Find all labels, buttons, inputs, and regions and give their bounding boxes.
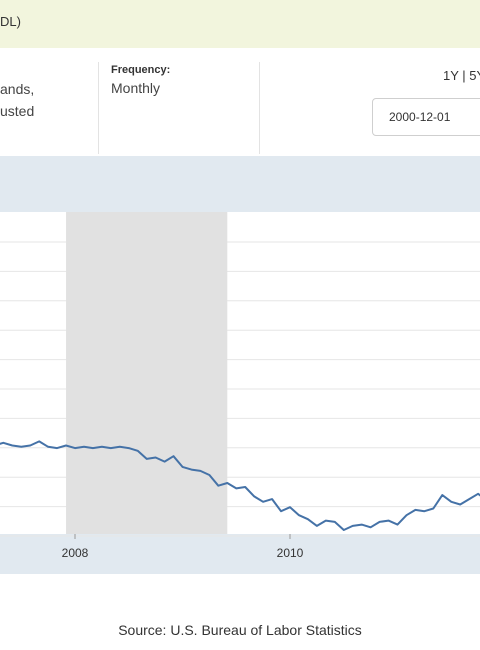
start-date-input[interactable]: 2000-12-01 [372,98,480,136]
units-text: ands, usted [0,78,34,122]
series-title: DL) [0,14,21,29]
units-line-2: usted [0,103,35,119]
chart-area: 2008201020122014 20102015 [0,156,480,574]
title-bar: DL) [0,0,480,49]
x-tick-label: 2008 [62,546,89,560]
frequency-label: Frequency: [111,64,171,76]
series-line [0,440,480,531]
meta-divider [259,62,260,154]
frequency-value: Monthly [111,80,161,96]
line-chart: 2008201020122014 20102015 [0,212,480,560]
source-note: Source: U.S. Bureau of Labor Statistics [118,622,362,638]
units-line-1: ands, [0,81,35,97]
x-tick-label: 2010 [277,546,304,560]
series-meta-panel: ands, usted Frequency: Monthly 1Y | 5Y 2… [0,48,480,156]
meta-divider [98,62,99,154]
range-buttons[interactable]: 1Y | 5Y [443,68,480,83]
recession-shading [66,212,228,534]
